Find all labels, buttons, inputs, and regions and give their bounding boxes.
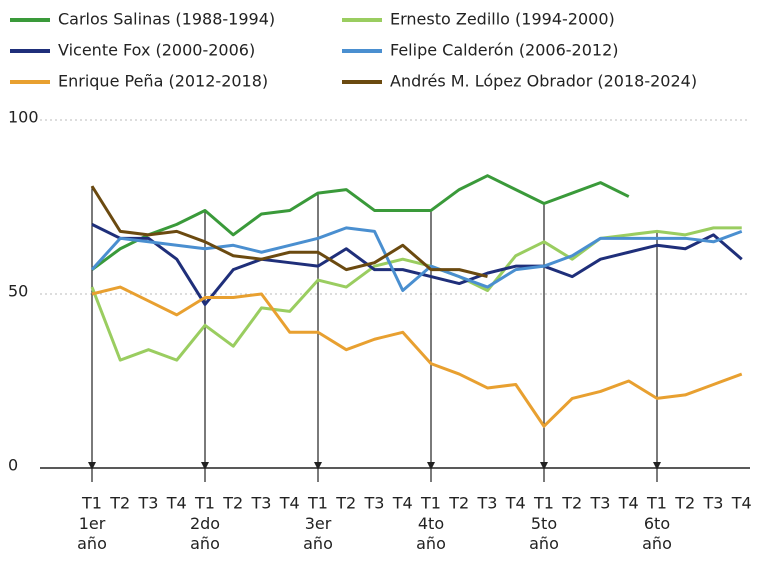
x-tick-label: T1 [307,494,328,513]
year-label: 3er año [303,514,333,553]
x-tick-label: T1 [81,494,102,513]
x-tick-label: T3 [364,494,385,513]
legend-label: Andrés M. López Obrador (2018-2024) [390,72,697,91]
series-line [90,226,742,362]
year-label: 6to año [642,514,672,553]
y-tick-label: 100 [8,108,39,127]
year-label: 2do año [189,514,221,553]
series-line [91,174,630,271]
series-line [91,285,743,428]
x-tick-label: T3 [138,494,159,513]
series-line [90,226,743,293]
x-tick-label: T3 [477,494,498,513]
year-marker-arrow [653,462,661,470]
year-marker-arrow [201,462,209,470]
x-tick-label: T3 [703,494,724,513]
x-tick-label: T4 [731,494,752,513]
legend-label: Ernesto Zedillo (1994-2000) [390,10,615,29]
year-marker-arrow [427,462,435,470]
x-tick-label: T3 [251,494,272,513]
x-tick-label: T1 [646,494,667,513]
x-tick-label: T3 [590,494,611,513]
x-tick-label: T2 [448,494,469,513]
x-tick-label: T4 [505,494,526,513]
legend-label: Felipe Calderón (2006-2012) [390,41,619,60]
legend-label: Carlos Salinas (1988-1994) [58,10,275,29]
x-tick-label: T4 [279,494,300,513]
series-line [90,185,488,279]
x-tick-label: T2 [561,494,582,513]
x-tick-label: T2 [222,494,243,513]
year-label: 1er año [77,514,107,553]
x-tick-label: T1 [533,494,554,513]
x-tick-label: T4 [392,494,413,513]
legend-label: Enrique Peña (2012-2018) [58,72,268,91]
x-tick-label: T2 [674,494,695,513]
y-tick-label: 0 [8,456,18,475]
x-tick-label: T2 [335,494,356,513]
x-tick-label: T4 [166,494,187,513]
x-tick-label: T1 [420,494,441,513]
x-tick-label: T1 [194,494,215,513]
year-marker-arrow [314,462,322,470]
year-marker-arrow [540,462,548,470]
x-tick-label: T4 [618,494,639,513]
y-tick-label: 50 [8,282,28,301]
series-line [91,223,743,306]
year-label: 5to año [529,514,559,553]
legend-label: Vicente Fox (2000-2006) [58,41,255,60]
year-marker-arrow [88,462,96,470]
year-label: 4to año [416,514,446,553]
x-tick-label: T2 [109,494,130,513]
